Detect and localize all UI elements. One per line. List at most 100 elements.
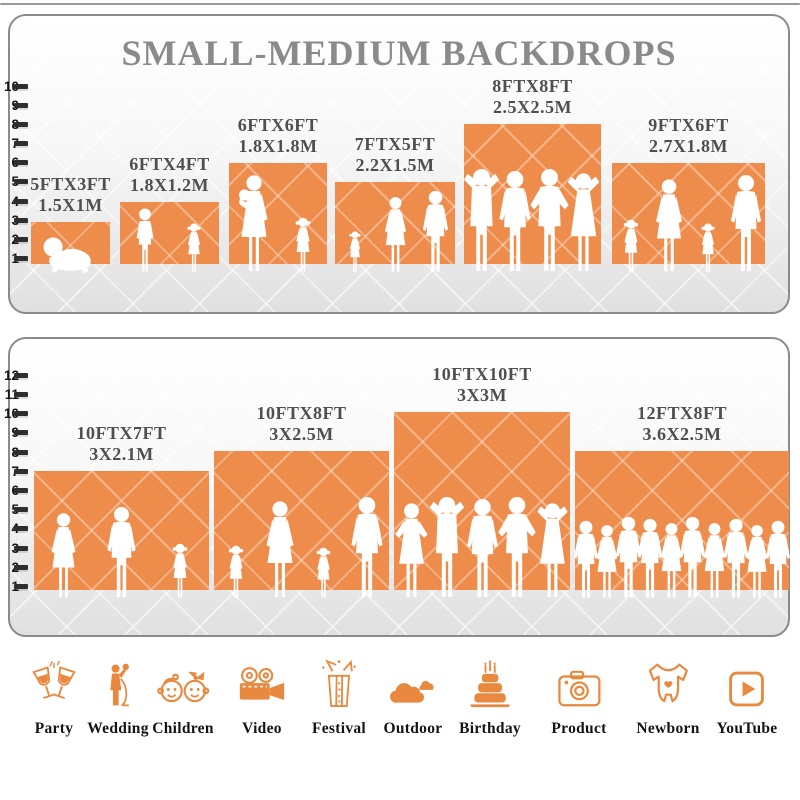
page-title: SMALL-MEDIUM BACKDROPS xyxy=(121,33,677,73)
ruler-tick xyxy=(14,430,28,436)
category-children: Children xyxy=(152,658,214,738)
person-silhouette-man xyxy=(725,174,767,274)
ruler-tick xyxy=(14,141,28,147)
person-silhouette-woman xyxy=(649,178,689,274)
ruler-number: 11 xyxy=(4,387,19,402)
person-silhouette-man xyxy=(761,520,795,600)
backdrop-bar-9ftx6ft xyxy=(612,163,765,272)
ruler-tick xyxy=(14,256,28,261)
bar-label: 5FTX3FT 1.5X1M xyxy=(30,174,111,216)
bar-size-m: 1.8X1.2M xyxy=(129,175,209,196)
bar-size-m: 3X2.5M xyxy=(269,424,334,445)
category-label: Party xyxy=(34,720,74,737)
ruler-number: 10 xyxy=(3,406,19,422)
ruler-tick xyxy=(14,526,28,532)
person-silhouette-man-armsup xyxy=(459,168,504,274)
category-label: Birthday xyxy=(459,720,521,737)
person-silhouette-baby xyxy=(40,234,101,274)
bar-size-m: 2.7X1.8M xyxy=(648,136,728,157)
bar-size-ft: 12FTX8FT xyxy=(636,403,728,423)
category-party: Party xyxy=(30,658,78,738)
ruler-tick xyxy=(14,83,28,89)
person-silhouette-woman xyxy=(655,522,688,600)
bar-label: 6FTX6FT 1.8X1.8M xyxy=(238,115,319,157)
person-silhouette-man xyxy=(633,518,667,600)
person-silhouette-woman xyxy=(591,524,623,600)
baby-onesie-icon xyxy=(636,658,699,712)
person-silhouette-man xyxy=(461,498,504,600)
person-silhouette-man xyxy=(675,516,710,600)
ruler-tick xyxy=(14,411,28,417)
ruler-tick xyxy=(14,198,28,204)
ruler-tick xyxy=(14,102,28,108)
backdrop-bar-5ftx3ft xyxy=(31,222,110,274)
ruler-tick xyxy=(14,121,28,127)
person-silhouette-woman xyxy=(259,500,301,600)
person-silhouette-girl xyxy=(291,216,315,274)
person-silhouette-man-armsup xyxy=(425,496,469,600)
person-silhouette-woman xyxy=(741,524,773,600)
person-silhouette-man xyxy=(719,518,753,600)
ruler-tick xyxy=(14,545,28,551)
category-wedding: Wedding xyxy=(87,658,149,738)
person-silhouette-man xyxy=(493,170,537,274)
bar-size-ft: 5FTX3FT xyxy=(30,174,111,194)
person-silhouette-girl xyxy=(168,542,192,600)
ruler-tick xyxy=(14,179,28,185)
backdrop-bar-6ftx4ft xyxy=(120,202,219,272)
person-silhouette-girl xyxy=(183,222,205,274)
ruler-tick xyxy=(14,236,28,242)
clouds-icon xyxy=(384,658,443,712)
video-camera-icon xyxy=(235,658,289,712)
ruler-tick xyxy=(14,584,28,589)
wedding-couple-icon xyxy=(87,658,149,712)
category-label: YouTube xyxy=(716,720,778,737)
person-silhouette-boy xyxy=(131,207,159,274)
bar-size-ft: 7FTX5FT xyxy=(354,134,436,154)
backdrop-bar-7ftx5ft xyxy=(335,182,455,273)
ruler-tick xyxy=(14,160,28,166)
category-video: Video xyxy=(235,658,289,738)
panel-1-canvas: 123456789105FTX3FT1.5X1M6FTX4FT1.8X1.2M6… xyxy=(4,16,788,312)
category-outdoor: Outdoor xyxy=(384,658,443,738)
panel-medium-large: 12345678910111210FTX7FT3X2.1M10FTX8FT3X2… xyxy=(4,337,791,637)
category-label: Wedding xyxy=(87,720,149,737)
backdrop-bar-10ftx8ft xyxy=(214,451,389,598)
ruler-number: 12 xyxy=(3,367,19,383)
bar-size-ft: 8FTX8FT xyxy=(492,76,573,96)
bar-label: 10FTX10FT 3X3M xyxy=(432,364,532,406)
person-silhouette-woman xyxy=(379,196,412,274)
bar-label: 9FTX6FT 2.7X1.8M xyxy=(648,115,729,157)
bar-size-m: 1.5X1M xyxy=(38,195,103,216)
person-silhouette-man xyxy=(569,520,603,600)
panel-small-medium: SMALL-MEDIUM BACKDROPS 123456789105FTX3F… xyxy=(4,14,790,314)
backdrop-bar-10ftx7ft xyxy=(34,471,209,598)
category-birthday: Birthday xyxy=(459,658,521,738)
backdrop-bar-6ftx6ft xyxy=(229,163,327,272)
person-silhouette-woman-hips xyxy=(391,502,432,600)
person-silhouette-woman xyxy=(45,512,82,600)
category-label: Newborn xyxy=(636,720,700,737)
youtube-icon xyxy=(717,658,778,712)
backdrop-bar-12ftx8ft xyxy=(573,451,791,598)
bar-label: 12FTX8FT 3.6X2.5M xyxy=(637,403,727,445)
bar-size-m: 3X3M xyxy=(456,385,507,406)
category-newborn: Newborn xyxy=(636,658,699,738)
person-silhouette-man-hips xyxy=(495,496,539,600)
ruler-tick xyxy=(14,217,28,223)
ruler-tick xyxy=(14,372,28,378)
category-youtube: YouTube xyxy=(717,658,778,738)
bar-label: 10FTX8FT 3X2.5M xyxy=(256,403,346,445)
person-silhouette-girl xyxy=(697,222,719,274)
ruler-number: 10 xyxy=(3,78,19,94)
bar-size-m: 1.8X1.8M xyxy=(238,136,318,157)
bar-size-m: 2.5X2.5M xyxy=(492,97,572,118)
bar-label: 6FTX4FT 1.8X1.2M xyxy=(129,154,210,196)
ruler-tick xyxy=(14,507,28,513)
bar-size-m: 3X2.1M xyxy=(89,444,154,465)
person-silhouette-woman-baby xyxy=(233,174,275,274)
bar-size-ft: 10FTX10FT xyxy=(432,364,532,384)
person-silhouette-girl xyxy=(619,218,643,274)
person-silhouette-man xyxy=(102,506,141,600)
